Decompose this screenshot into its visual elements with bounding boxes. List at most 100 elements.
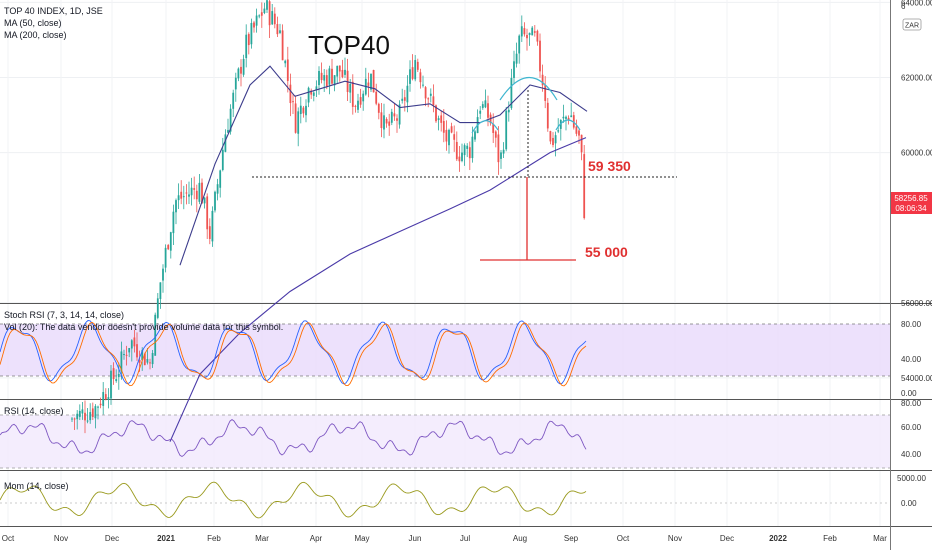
candle-body [549,131,552,142]
rsi-tick-80: 80.00 [901,399,922,408]
time-tick-label: Jul [460,534,470,543]
candle-body [273,13,276,25]
ma50-line [179,65,588,266]
candle-body [554,135,557,144]
candle-body [219,170,222,188]
symbol-legend[interactable]: TOP 40 INDEX, 1D, JSE MA (50, close) MA … [4,5,103,41]
candle-body [149,362,151,364]
rsi-axis[interactable]: 80.00 60.00 40.00 [901,399,922,459]
stoch-axis[interactable]: 80.00 40.00 0.00 [901,320,922,398]
rsi-tick-60: 60.00 [901,423,922,432]
candle-body [372,69,375,93]
candle-body [583,154,586,219]
candle-body [318,70,320,86]
candle-body [328,68,331,85]
candle-body [255,15,258,26]
candle-body [297,111,300,134]
candle-body [193,188,196,190]
head-arc[interactable] [499,76,558,101]
candle-body [258,15,261,17]
candle-body [544,84,547,101]
candle-body [76,413,79,420]
candle-body [138,359,141,363]
candle-body [578,130,580,136]
candle-body [398,104,401,125]
candle-body [383,115,385,130]
target-label: 55 000 [585,244,628,260]
candle-body [73,418,76,420]
stoch-tick-80: 80.00 [901,320,922,329]
candle-body [180,191,183,199]
candle-body [310,90,313,95]
candle-body [580,134,583,153]
time-tick-label: Dec [720,534,734,543]
candle-body [450,126,453,133]
price-axis[interactable]: 66000.0064000.0062000.0060000.0056000.00… [901,0,932,383]
time-tick-label: 2021 [157,534,175,543]
left-shoulder-arc[interactable] [471,120,499,134]
candle-body [487,103,489,118]
time-tick-label: May [354,534,369,543]
candle-body [245,34,248,59]
time-axis[interactable]: Oct Nov Dec 2021 Feb Mar Apr May Jun Jul Aug Sep Oct… [2,534,887,543]
candle-body [461,152,463,162]
candle-body [432,96,435,106]
candle-body [515,53,518,64]
candle-body [164,247,167,268]
price-tick-label-top: 6 [901,2,906,11]
rsi-tick-40: 40.00 [901,450,922,459]
candle-body [474,131,476,140]
rsi-title[interactable]: RSI (14, close) [4,406,64,416]
candle-body [266,0,268,10]
candle-body [325,75,328,87]
candle-body [344,69,346,75]
currency-badge[interactable]: ZAR [902,18,922,31]
candle-body [458,156,461,162]
candle-body [513,61,515,78]
candle-body [539,40,541,72]
candle-body [305,105,307,116]
candle-body [315,86,318,91]
candle-body [292,101,294,103]
candle-body [466,145,469,149]
candle-body [502,149,505,154]
current-price-tag: 58256.85 08:06:34 [891,192,932,214]
candle-body [159,282,162,299]
candle-body [104,394,107,400]
candle-body [268,1,271,26]
candle-body [208,226,211,239]
candle-body [281,30,284,61]
candle-body [375,91,378,104]
candle-body [203,197,206,204]
ma50-legend[interactable]: MA (50, close) [4,18,62,28]
candle-body [362,93,365,102]
candle-body [336,65,339,77]
candle-body [128,348,131,353]
mom-title[interactable]: Mom (14, close) [4,481,69,491]
mom-axis[interactable]: 5000.00 0.00 [897,474,926,508]
candle-body [175,200,177,213]
candle-body [570,115,573,118]
mom-tick-0: 0.00 [901,499,917,508]
candle-body [232,92,235,109]
rsi-line [0,419,587,458]
candle-body [380,112,383,129]
candle-body [331,68,333,84]
candle-body [367,82,370,86]
candle-body [481,104,484,108]
right-shoulder-arc[interactable] [555,119,581,131]
candle-body [271,11,274,25]
stoch-legend[interactable]: Stoch RSI (7, 3, 14, 14, close) Vol (20)… [4,309,283,333]
candle-body [500,152,502,159]
candle-body [81,409,84,414]
time-tick-label: Mar [873,534,887,543]
ma200-legend[interactable]: MA (200, close) [4,30,67,40]
candlestick-series [71,0,586,434]
candle-body [229,108,232,132]
candle-body [143,353,146,366]
time-tick-label: Oct [617,534,630,543]
candle-body [520,26,523,37]
candle-body [151,353,154,365]
